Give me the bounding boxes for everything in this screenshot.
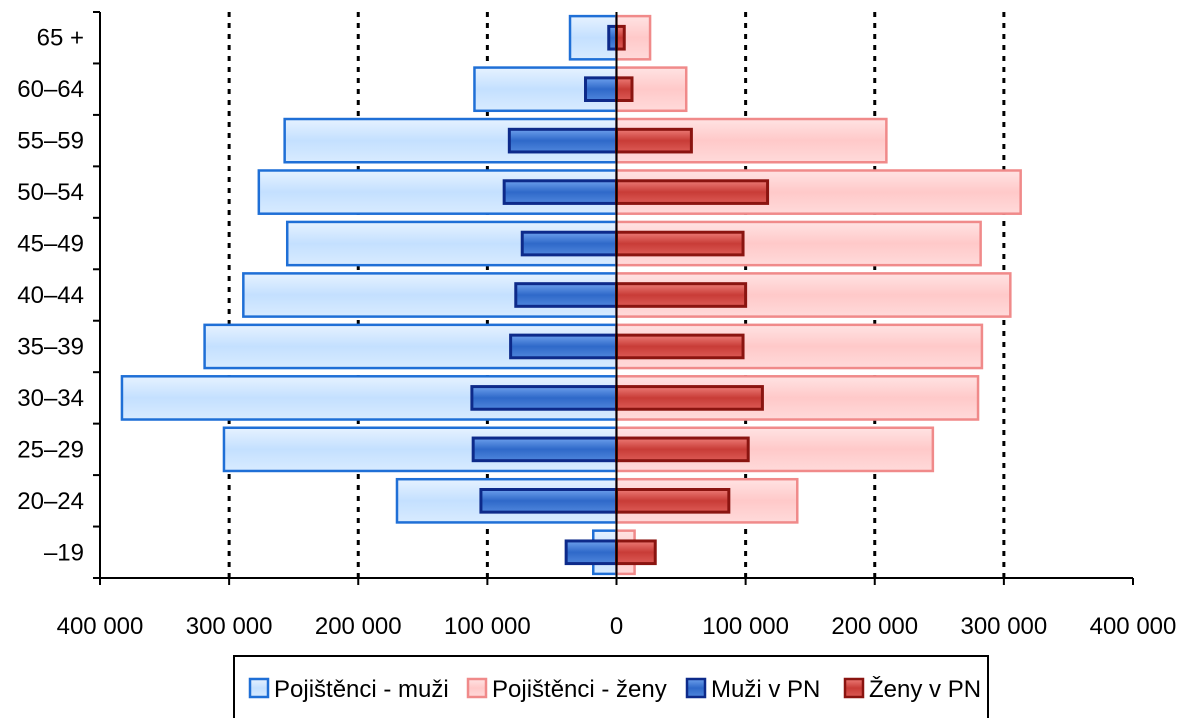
legend-label: Pojištěnci - muži xyxy=(274,676,449,703)
bar xyxy=(615,76,634,103)
x-tick-label: 200 000 xyxy=(831,613,918,640)
legend-swatch xyxy=(685,677,707,699)
category-label: 25–29 xyxy=(17,436,84,463)
category-label: 20–24 xyxy=(17,488,84,515)
bar xyxy=(615,333,745,360)
legend-swatch xyxy=(466,677,488,699)
bar xyxy=(615,539,657,566)
category-label: 40–44 xyxy=(17,282,84,309)
category-label: 35–39 xyxy=(17,333,84,360)
bar xyxy=(615,385,764,411)
bar xyxy=(615,179,770,205)
x-tick-label: 400 000 xyxy=(1090,613,1177,640)
category-label: 55–59 xyxy=(17,128,84,155)
bar xyxy=(520,230,619,257)
legend-label: Pojištěnci - ženy xyxy=(492,676,667,703)
bar xyxy=(615,436,750,463)
bars xyxy=(120,14,1022,576)
x-tick-label: 200 000 xyxy=(315,613,402,640)
legend-label: Muži v PN xyxy=(711,676,820,703)
bar xyxy=(615,230,745,257)
legend-label: Ženy v PN xyxy=(869,676,981,703)
bar xyxy=(507,127,619,154)
bar xyxy=(615,282,748,308)
bar xyxy=(564,539,618,566)
x-tick-labels: 400 000 300 000 200 000 100 000 0 100 000 200 … xyxy=(57,613,1177,640)
legend-swatch xyxy=(843,677,865,699)
bar xyxy=(615,487,731,514)
category-label: 30–34 xyxy=(17,385,84,412)
bar xyxy=(471,436,619,463)
x-tick-label: 400 000 xyxy=(57,613,144,640)
category-label: 65 + xyxy=(37,25,84,52)
x-tick-label: 300 000 xyxy=(960,613,1047,640)
bar xyxy=(615,117,888,164)
bar xyxy=(615,24,626,51)
axes xyxy=(93,11,1134,585)
x-tick-label: 100 000 xyxy=(702,613,789,640)
x-tick-label: 100 000 xyxy=(444,613,531,640)
bar xyxy=(509,333,618,360)
bar xyxy=(502,179,619,205)
bar xyxy=(514,282,618,308)
x-tick-label: 300 000 xyxy=(186,613,273,640)
category-label: 45–49 xyxy=(17,231,84,258)
bar xyxy=(584,76,619,103)
bar xyxy=(479,487,619,514)
bar xyxy=(615,127,693,154)
category-label: 60–64 xyxy=(17,76,84,103)
legend-swatch xyxy=(248,677,270,699)
category-label: –19 xyxy=(44,539,84,566)
category-label: 50–54 xyxy=(17,179,84,206)
bar xyxy=(615,169,1022,215)
x-tick-label: 0 xyxy=(610,613,623,640)
category-labels: –19 20–24 25–29 30–34 35–39 40–44 45–49 50–54 55… xyxy=(17,25,84,567)
bar xyxy=(470,385,618,411)
legend: Pojištěnci - muži Pojištěnci - ženy Muži v… xyxy=(233,655,989,721)
